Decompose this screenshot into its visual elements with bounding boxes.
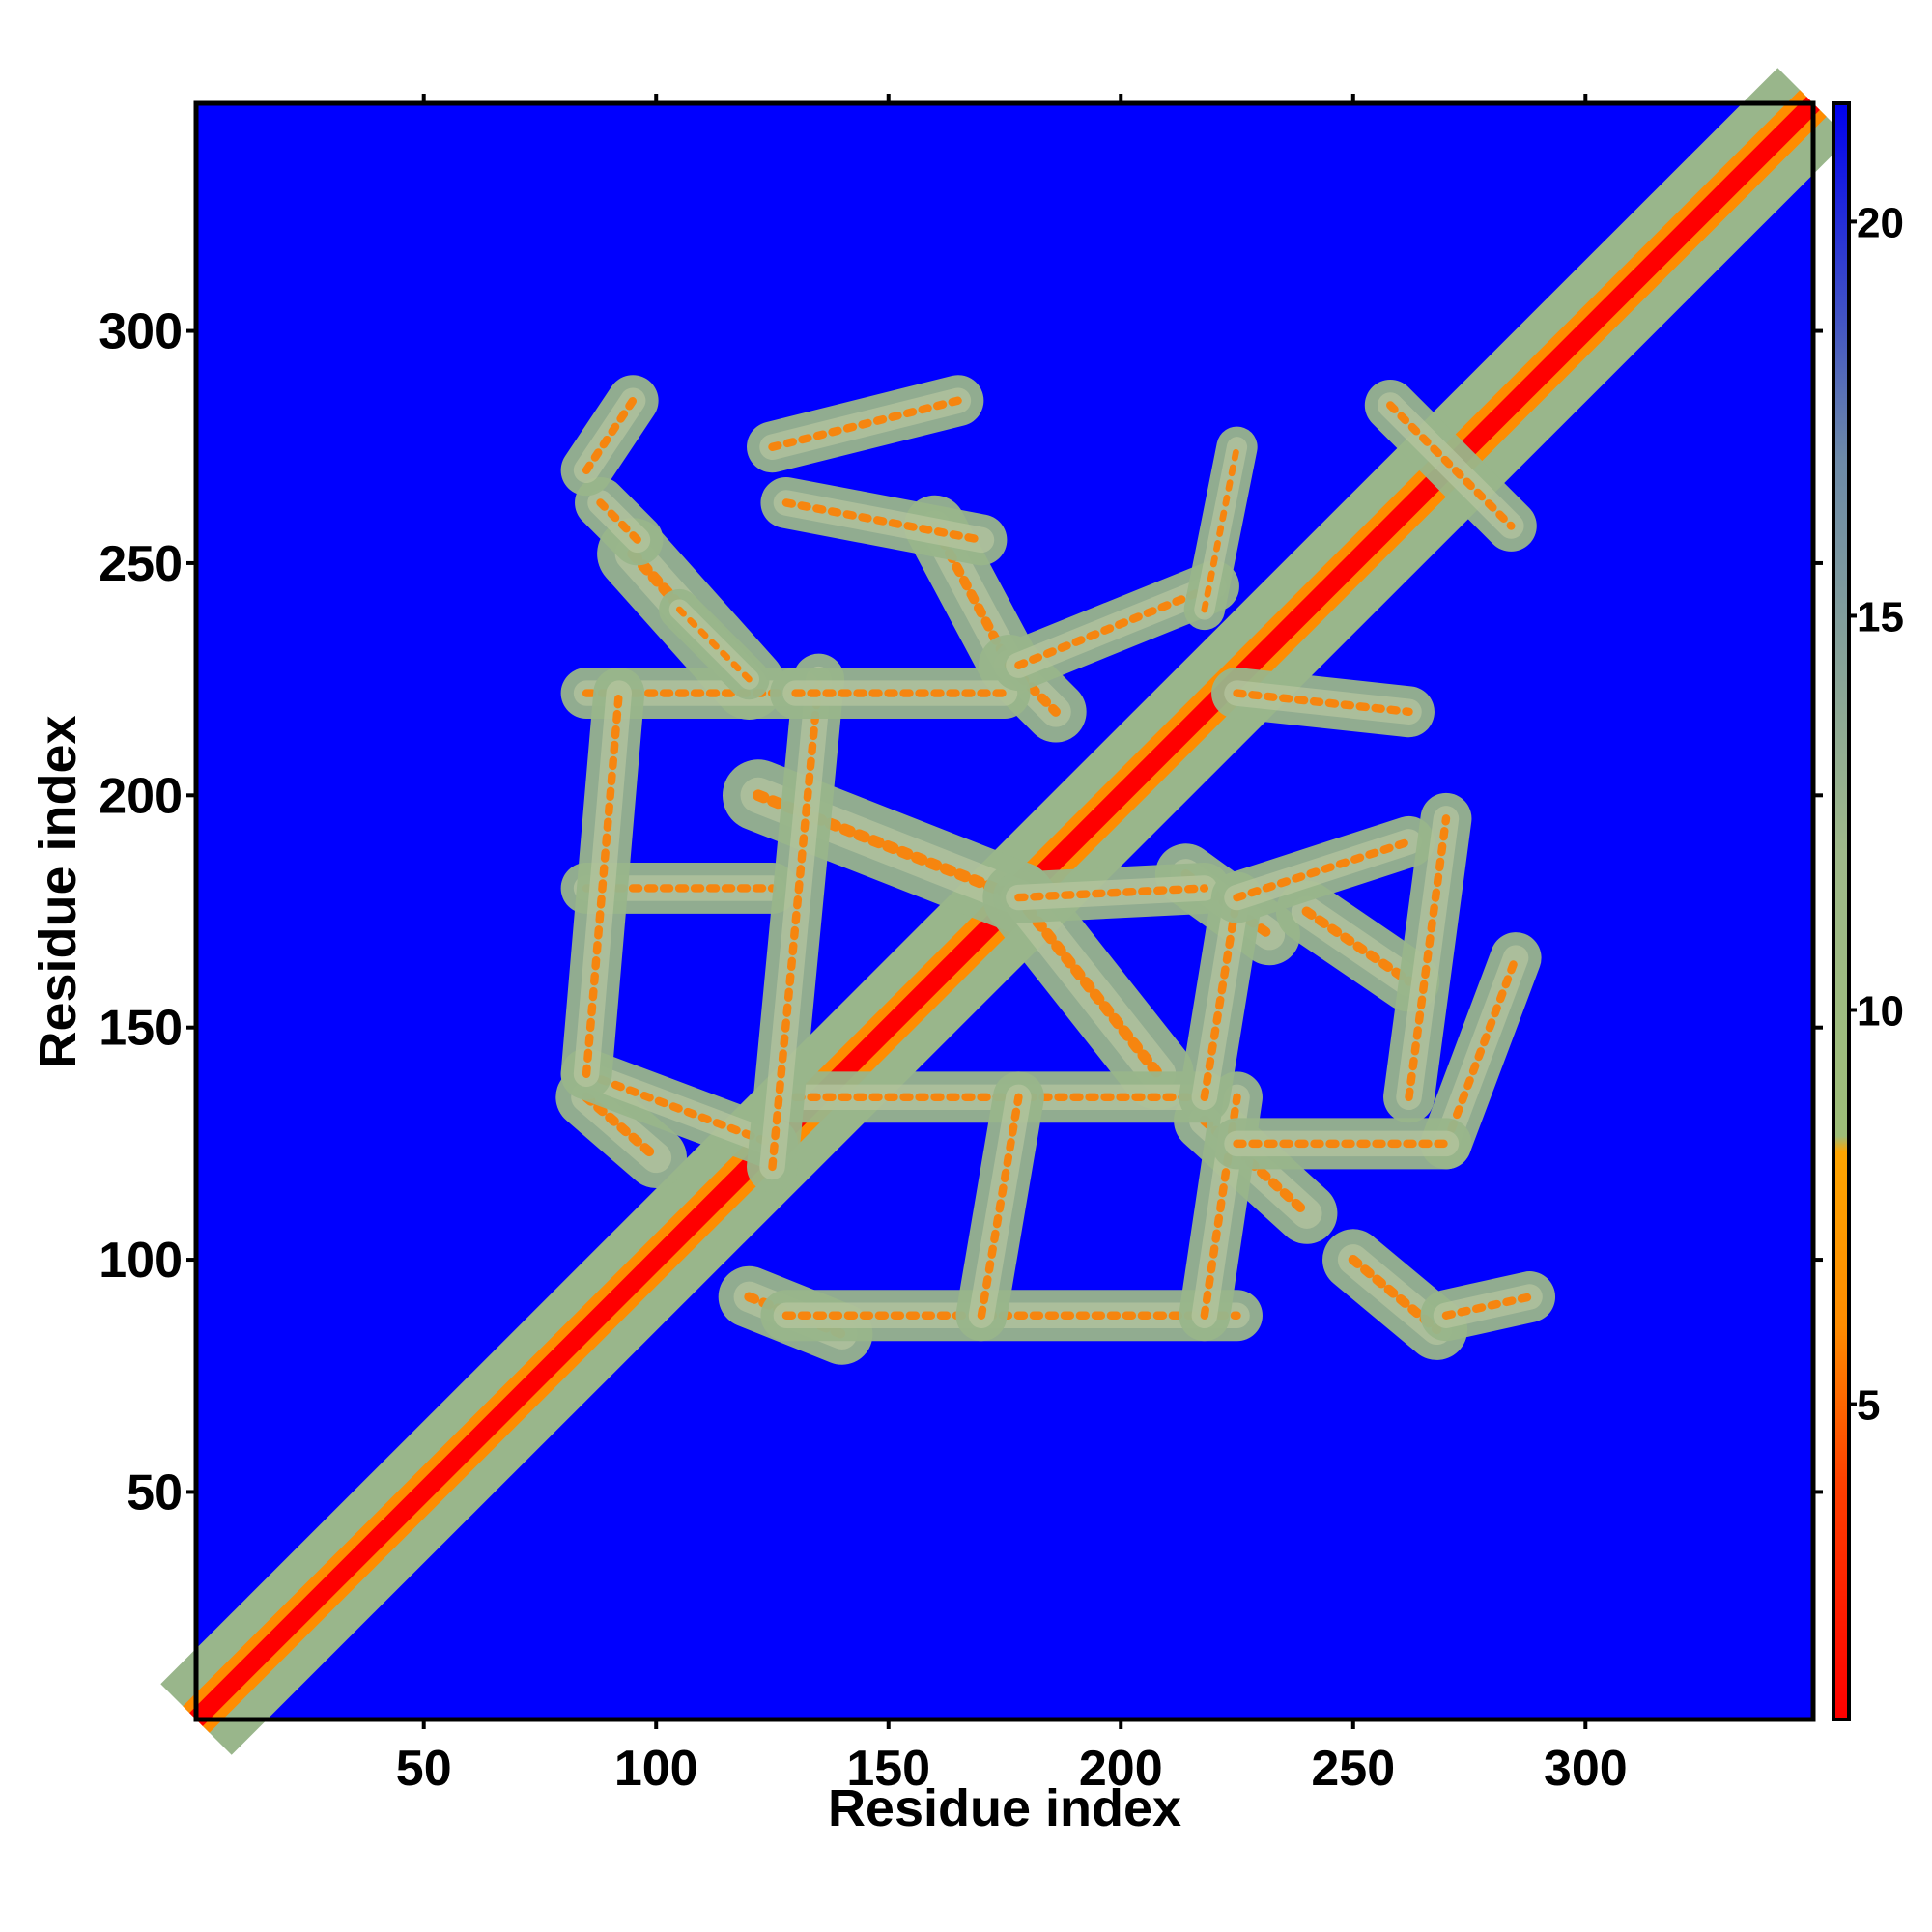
anti-4-core [1012,892,1164,1080]
anti-11-core [1301,906,1414,986]
colorbar-ticks: 5 10 15 20 [1849,199,1904,1430]
colorbar-tick-label: 5 [1857,1382,1880,1430]
x-axis-ticks: 50 100 150 200 250 300 [396,94,1628,1797]
x-tick-label: 200 [1079,1741,1163,1797]
segment-29-core [1200,893,1241,1102]
colorbar-tick-label: 20 [1857,199,1904,246]
cross-1-core [1386,401,1516,530]
segment-37-core [1201,443,1240,613]
segment-32-core [1441,953,1520,1149]
segment-24-core [582,689,623,1078]
x-tick-label: 300 [1544,1741,1628,1797]
segment-19-core [582,1069,777,1149]
colorbar-tick-label: 10 [1857,988,1904,1036]
x-tick-label: 250 [1311,1741,1395,1797]
plot-frame [193,100,1816,1722]
segment-36-core [675,606,753,683]
x-tick-label: 150 [846,1741,930,1797]
segment-28-core [1014,884,1209,902]
segment-15-core [768,396,963,451]
segment-27-core [1014,582,1218,669]
colorbar-tick-label: 15 [1857,593,1904,640]
heatmap-area [160,68,1849,1755]
segment-22-core [977,1093,1023,1320]
colorbar-gradient [1832,101,1851,1721]
segment-35-core [1233,689,1413,716]
segment-31-core [1405,814,1451,1102]
y-tick-label: 150 [99,1001,183,1057]
y-tick-label: 300 [99,304,183,360]
segment-30-core [1233,838,1413,902]
segment-34-core [1441,1293,1534,1320]
y-axis-ticks: 50 100 150 200 250 300 [99,304,1823,1520]
y-tick-label: 50 [127,1464,183,1520]
y-tick-label: 250 [99,536,183,592]
x-tick-label: 50 [396,1741,452,1797]
heatmap-cells [160,68,1849,1755]
x-axis-title: Residue index [828,1779,1181,1837]
y-axis-title: Residue index [29,715,87,1068]
y-tick-label: 100 [99,1233,183,1289]
anti-7-core [596,498,642,545]
x-tick-label: 100 [614,1741,698,1797]
segment-16-core [781,498,986,545]
segment-25-core [768,674,823,1172]
anti-12-core [582,1092,662,1163]
segment-14-core [582,396,638,474]
colorbar: 5 10 15 20 [1832,101,1904,1721]
y-tick-label: 200 [99,768,183,824]
